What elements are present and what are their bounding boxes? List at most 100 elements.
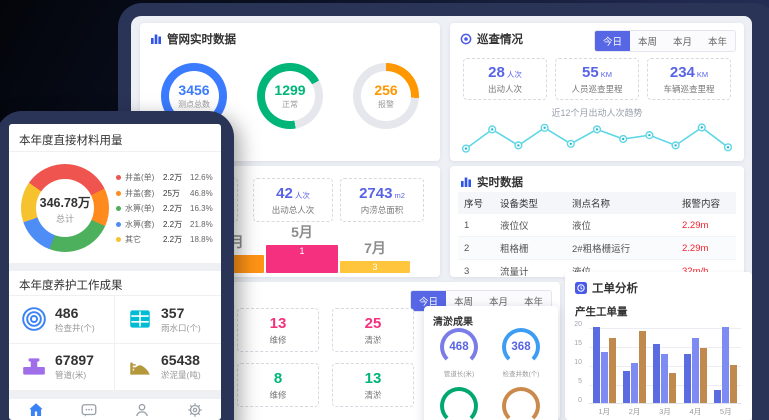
stat-total-people: 42 人次 出动总人次: [253, 178, 333, 222]
tab-month[interactable]: 本月: [488, 297, 508, 308]
y-tick: 10: [574, 359, 582, 366]
stat-value: 42: [276, 184, 293, 202]
grate-icon: [130, 310, 150, 328]
cell-point: 液位: [566, 214, 676, 237]
podium-bar: 1: [266, 245, 338, 273]
bar-group: [714, 327, 738, 403]
stat-label: 内涝总面积: [360, 204, 404, 215]
result-label: 淤泥量(吨): [161, 370, 201, 381]
stat-label: 清淤: [364, 334, 382, 345]
legend-dot: [116, 190, 121, 196]
tab-today[interactable]: 今日: [594, 31, 630, 51]
donut-value: 3456: [178, 82, 210, 98]
tab-week[interactable]: 本周: [637, 37, 657, 48]
tab-week[interactable]: 本周: [453, 297, 473, 308]
legend-item: 井盖(套) 25万 46.8%: [116, 186, 213, 202]
cell-index: 3: [458, 259, 494, 283]
donut-value: 256: [374, 82, 398, 98]
result-value: 486: [55, 304, 79, 321]
tab-year[interactable]: 本年: [707, 37, 727, 48]
stat-unit: KM: [696, 69, 709, 79]
grouped-bar-chart: [589, 327, 741, 404]
bar: [730, 365, 738, 403]
stat-label: 维修: [269, 389, 287, 400]
result-rain-inlet: 357 雨水口(个): [115, 296, 221, 344]
realtime-data-card: 实时数据 序号 设备类型 测点名称 报警内容 1 液位仪 液位: [450, 166, 744, 283]
generated-orders-title: 产生工单量: [575, 306, 628, 318]
realtime-table: 序号 设备类型 测点名称 报警内容 1 液位仪 液位 2.29m 2: [458, 192, 736, 283]
stat-unit: m2: [394, 190, 405, 200]
results-card-title: 本年度养护工作成果: [19, 280, 123, 292]
donut-center-value: 346.78万: [39, 195, 91, 210]
materials-donut-chart: 346.78万 总计: [21, 164, 109, 252]
table-row: 3 流量计 液位 32m/h: [458, 259, 736, 283]
dashboard-screen: 管网实时数据 3456 测点总数 1299 正常 256 报警 巡查情况: [131, 16, 752, 420]
cell-index: 1: [458, 214, 494, 237]
nav-home[interactable]: [27, 401, 45, 419]
nav-profile[interactable]: [133, 401, 151, 419]
patrol-tab-group: 今日 本周 本月 本年: [593, 30, 736, 52]
legend-percent: 12.6%: [190, 173, 213, 183]
podium-rank-3: 7月 3: [340, 238, 410, 273]
legend-value: 2.2万: [163, 204, 183, 214]
col-index: 序号: [458, 192, 494, 214]
result-manhole: 486 检查井(个): [9, 296, 115, 344]
result-label: 雨水口(个): [161, 322, 201, 333]
legend-name: 水箅(单): [125, 204, 155, 214]
gauge-label: 检查井数(个): [502, 371, 540, 378]
donut-label: 正常: [282, 100, 298, 109]
cell-device: 流量计: [494, 259, 566, 283]
stat-flood-area: 2743 m2 内涝总面积: [340, 178, 424, 222]
tab-year[interactable]: 本年: [523, 297, 543, 308]
bar: [669, 372, 677, 403]
stat-dredge-green: 13 清淤: [332, 363, 414, 407]
x-tick: 3月: [659, 407, 671, 416]
donut-value: 1299: [274, 82, 306, 98]
phone-screen: 本年度直接材料用量 346.78万 总计 井盖(单) 2.2万 12.6% 井盖(套…: [9, 124, 221, 420]
y-axis: 20 15 10 5 0: [567, 321, 585, 404]
legend-item: 水箅(单) 2.2万 16.3%: [116, 201, 213, 217]
legend-name: 其它: [125, 235, 141, 245]
legend-percent: 46.8%: [190, 188, 213, 198]
silt-icon: [130, 362, 150, 375]
x-axis: 1月 2月 3月 4月 5月: [589, 406, 741, 417]
result-silt: 65438 淤泥量(吨): [115, 344, 221, 391]
legend-value: 2.2万: [163, 219, 183, 229]
legend-item: 其它 2.2万 18.8%: [116, 232, 213, 248]
stat-value: 2743: [359, 184, 393, 202]
legend-item: 水箅(套) 2.2万 21.8%: [116, 217, 213, 233]
stat-label: 维修: [269, 334, 287, 345]
pipe-card-title: 管网实时数据: [167, 34, 236, 46]
stat-value: 55: [582, 63, 599, 81]
bar: [600, 351, 608, 403]
stat-patrol-people: 28 人次 出动人次: [463, 58, 547, 100]
x-tick: 4月: [689, 407, 702, 416]
nav-settings[interactable]: [186, 401, 204, 419]
podium-bar: 3: [340, 261, 410, 273]
bar: [592, 327, 600, 403]
stat-label: 人员巡查里程: [571, 83, 623, 94]
stat-unit: KM: [600, 69, 612, 79]
legend-percent: 18.8%: [190, 235, 213, 245]
bar-group: [683, 338, 707, 403]
stat-unit: 人次: [294, 190, 310, 200]
stat-vehicle-km: 234 KM 车辆巡查里程: [647, 58, 731, 100]
legend-percent: 21.8%: [190, 219, 213, 229]
y-tick: 20: [574, 321, 582, 328]
nav-messages[interactable]: [80, 401, 98, 419]
donut-label: 报警: [378, 100, 394, 109]
user-icon: [135, 403, 148, 416]
phone-bottom-nav: [9, 399, 221, 420]
tab-month[interactable]: 本月: [672, 37, 692, 48]
bar-chart-icon: [151, 34, 161, 44]
patrol-card-title: 巡查情况: [477, 34, 523, 46]
stat-patrol-km: 55 KM 人员巡查里程: [555, 58, 639, 100]
legend-percent: 16.3%: [190, 204, 213, 214]
bar-group: [592, 327, 616, 403]
gauge-label: 管道长(米): [443, 371, 475, 378]
legend-value: 25万: [163, 188, 180, 198]
podium-month: 7月: [364, 240, 386, 256]
bar: [661, 353, 669, 403]
gauge-manhole-count: 368 检查井数(个): [490, 328, 552, 378]
